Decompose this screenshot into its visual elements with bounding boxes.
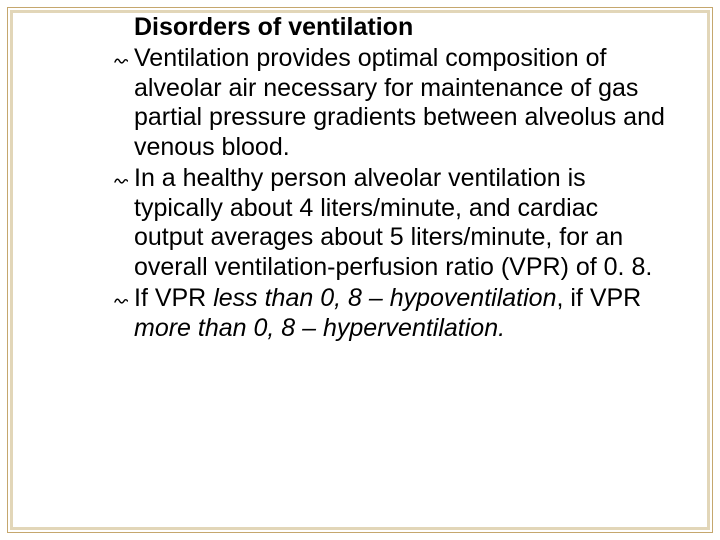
bullet-item: Ventilation provides optimal composition…: [114, 44, 674, 162]
bullet-squiggle-icon: [114, 57, 128, 65]
text-run: If VPR: [134, 284, 213, 312]
text-run: In a healthy person alveolar ventilation…: [134, 164, 652, 281]
bullet-squiggle-icon: [114, 297, 128, 305]
bullet-squiggle-icon: [114, 177, 128, 185]
text-run: less than 0, 8 – hypoventilation: [213, 284, 556, 312]
slide-canvas: Disorders of ventilation Ventilation pro…: [0, 0, 720, 540]
text-run: more than 0, 8 – hyperventilation.: [134, 314, 505, 342]
text-run: , if VPR: [556, 284, 641, 312]
text-run: Ventilation provides optimal composition…: [134, 44, 665, 161]
bullet-item: If VPR less than 0, 8 – hypoventilation,…: [114, 284, 674, 343]
slide-heading: Disorders of ventilation: [114, 12, 674, 42]
content-area: Disorders of ventilation Ventilation pro…: [114, 12, 674, 345]
bullet-list: Ventilation provides optimal composition…: [114, 44, 674, 343]
bullet-item: In a healthy person alveolar ventilation…: [114, 164, 674, 282]
